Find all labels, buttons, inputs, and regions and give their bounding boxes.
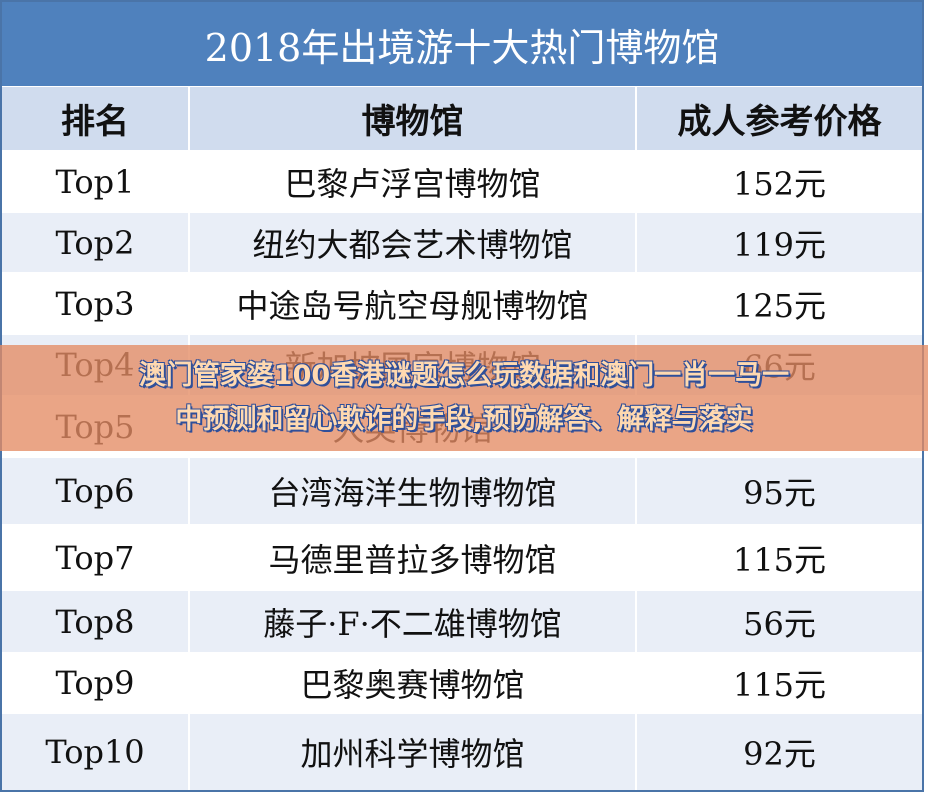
table-cell: 加州科学博物馆: [190, 714, 637, 790]
header-cell: 排名: [2, 87, 190, 150]
table-row: Top3 中途岛号航空母舰博物馆 125元: [2, 272, 922, 334]
table-cell: 马德里普拉多博物馆: [190, 525, 637, 590]
table-row: Top8 藤子·F·不二雄博物馆 56元: [2, 590, 922, 652]
header-cell: 成人参考价格: [677, 102, 882, 142]
table-cell: 巴黎奥赛博物馆: [190, 653, 637, 713]
table-cell: Top10: [2, 714, 190, 790]
table-cell: 115元: [732, 666, 827, 704]
table-cell: Top2: [2, 213, 190, 272]
table-cell: Top3: [2, 273, 190, 334]
banner-line: 中预测和留心欺诈的手段,预防解答、解释与落实: [175, 404, 753, 435]
table-cell: 中途岛号航空母舰博物馆: [190, 273, 637, 334]
table-cell: 台湾海洋生物博物馆: [190, 458, 637, 524]
table-row: Top1 巴黎卢浮宫博物馆 152元: [2, 150, 922, 212]
table-cell: 巴黎卢浮宫博物馆: [190, 151, 637, 212]
table-cell: 125元: [732, 286, 827, 325]
banner-line: 澳门管家婆100香港谜题怎么玩数据和澳门一肖一马一: [138, 360, 790, 391]
table-cell: 56元: [743, 604, 816, 643]
table-cell: Top7: [2, 525, 190, 590]
header-row: 排名 博物馆 成人参考价格: [2, 86, 922, 150]
table-row: Top6 台湾海洋生物博物馆 95元: [2, 457, 922, 524]
table-row: Top9 巴黎奥赛博物馆 115元: [2, 652, 922, 713]
table-cell: Top6: [2, 458, 190, 524]
header-cell: 博物馆: [190, 87, 637, 150]
table-title: 2018年出境游十大热门博物馆: [2, 2, 922, 86]
table-cell: 92元: [743, 735, 816, 773]
table-cell: 藤子·F·不二雄博物馆: [190, 591, 637, 652]
table-cell: 115元: [732, 540, 827, 579]
table-cell: Top8: [2, 591, 190, 652]
overlay-banner: 澳门管家婆100香港谜题怎么玩数据和澳门一肖一马一 中预测和留心欺诈的手段,预防解…: [0, 345, 928, 451]
table-cell: 95元: [743, 474, 816, 512]
table-row: Top7 马德里普拉多博物馆 115元: [2, 524, 922, 590]
table-cell: Top1: [2, 151, 190, 212]
table-cell: 纽约大都会艺术博物馆: [190, 213, 637, 272]
table-cell: Top9: [2, 653, 190, 713]
table-row: Top10 加州科学博物馆 92元: [2, 713, 922, 790]
table-cell: 152元: [732, 164, 827, 203]
table-cell: 119元: [732, 225, 827, 264]
table-row: Top2 纽约大都会艺术博物馆 119元: [2, 212, 922, 272]
